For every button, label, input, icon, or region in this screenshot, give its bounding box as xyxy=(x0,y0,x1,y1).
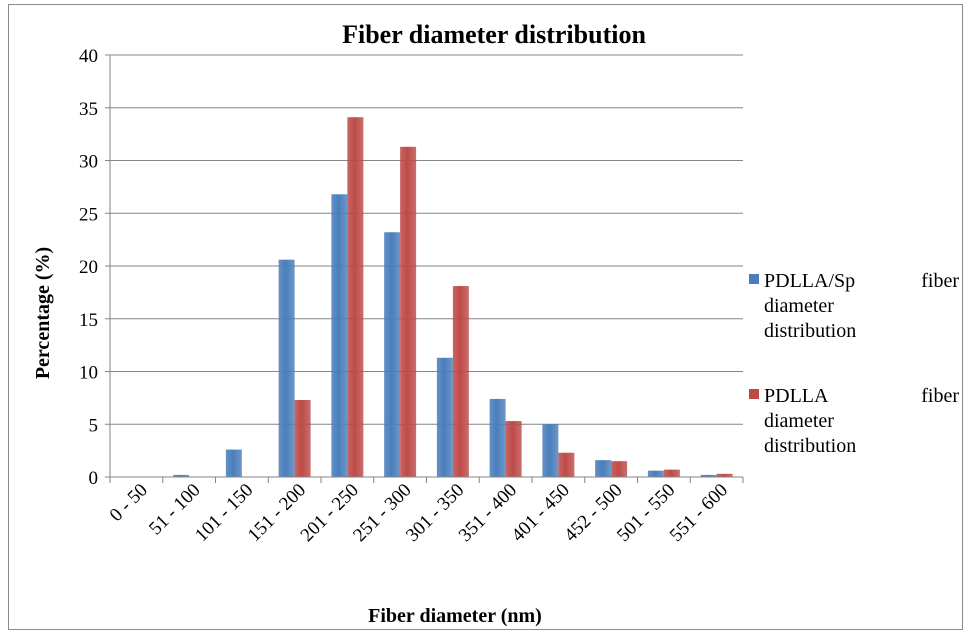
bar-pdlla-sp-1 xyxy=(173,474,190,477)
bars xyxy=(173,117,733,478)
bar-pdlla-sp-11 xyxy=(700,474,717,477)
legend-label-word: fiber xyxy=(921,385,959,407)
legend-swatch xyxy=(749,274,759,284)
x-tick-label: 551 - 600 xyxy=(666,480,732,546)
legend-label-word: distribution xyxy=(764,320,856,342)
bar-pdlla-9 xyxy=(611,461,628,477)
legend-swatch xyxy=(749,389,759,399)
y-tick-label: 40 xyxy=(79,46,98,67)
y-tick-label: 25 xyxy=(79,204,98,225)
legend-label-word: diameter xyxy=(764,295,834,317)
legend-label-word: diameter xyxy=(764,410,834,432)
bar-pdlla-sp-9 xyxy=(595,460,612,477)
chart-frame: 0 5 10 15 20 25 30 35 40 0 - 50 51 - 100 101 - 150… xyxy=(8,4,963,630)
y-tick-label: 5 xyxy=(89,415,99,436)
y-tick-label: 35 xyxy=(79,99,98,120)
legend-label-word: PDLLA xyxy=(764,385,829,407)
y-tick-label: 10 xyxy=(79,363,98,384)
x-tick-label: 0 - 50 xyxy=(106,480,152,526)
bar-pdlla-11 xyxy=(716,473,733,477)
y-tick-label: 0 xyxy=(89,468,99,489)
bar-pdlla-10 xyxy=(663,469,680,477)
chart-title: Fiber diameter distribution xyxy=(342,20,646,49)
bar-pdlla-8 xyxy=(558,452,575,477)
bar-pdlla-7 xyxy=(505,421,522,477)
bar-pdlla-sp-7 xyxy=(489,398,506,477)
y-tick-label: 20 xyxy=(79,257,98,278)
y-tick-label: 30 xyxy=(79,152,98,173)
bar-pdlla-sp-4 xyxy=(331,194,348,477)
legend: PDLLA/Sp fiber diameter distribution PDLLA fi… xyxy=(749,270,959,457)
y-axis-title: Percentage (%) xyxy=(32,247,54,379)
bar-pdlla-3 xyxy=(294,399,311,477)
y-tick-labels: 0 5 10 15 20 25 30 35 40 xyxy=(79,46,98,489)
bar-pdlla-6 xyxy=(452,286,469,477)
bar-pdlla-sp-10 xyxy=(647,470,664,477)
axes xyxy=(105,54,744,483)
bar-pdlla-sp-3 xyxy=(278,259,295,477)
legend-label-word: fiber xyxy=(921,270,959,292)
legend-label-word: PDLLA/Sp xyxy=(764,270,855,292)
bar-pdlla-sp-6 xyxy=(436,357,453,477)
x-axis-title: Fiber diameter (nm) xyxy=(368,605,542,627)
bar-pdlla-sp-2 xyxy=(225,449,242,477)
gridlines xyxy=(110,54,743,425)
y-tick-label: 15 xyxy=(79,310,98,331)
bar-pdlla-sp-8 xyxy=(542,424,559,477)
bar-pdlla-4 xyxy=(347,117,364,478)
bar-pdlla-5 xyxy=(400,146,417,477)
bar-pdlla-sp-5 xyxy=(384,232,401,477)
legend-label-word: distribution xyxy=(764,435,856,457)
